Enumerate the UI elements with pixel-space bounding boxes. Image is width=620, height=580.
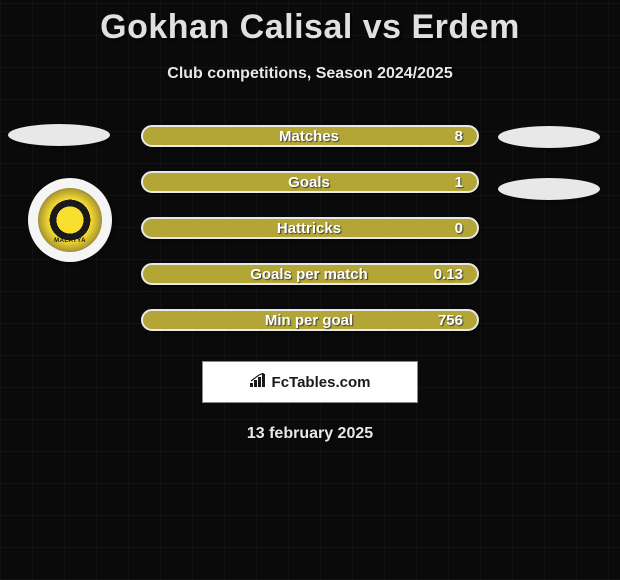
date-footer: 13 february 2025 xyxy=(0,425,620,443)
player-marker-left xyxy=(8,124,110,146)
player-marker-right-2 xyxy=(498,178,600,200)
branding-box: FcTables.com xyxy=(202,361,418,403)
club-badge: MALATYA xyxy=(28,178,112,262)
page-title: Gokhan Calisal vs Erdem xyxy=(0,0,620,47)
stat-label: Min per goal xyxy=(187,312,431,329)
stat-value: 8 xyxy=(431,128,463,145)
player-marker-right-1 xyxy=(498,126,600,148)
stat-label: Matches xyxy=(187,128,431,145)
stat-label: Hattricks xyxy=(187,220,431,237)
club-badge-text: MALATYA xyxy=(54,238,86,244)
stat-label: Goals xyxy=(187,174,431,191)
club-badge-emblem: MALATYA xyxy=(38,188,102,252)
stat-label: Goals per match xyxy=(187,266,431,283)
stat-value: 0.13 xyxy=(431,266,463,283)
stat-bar: Matches8 xyxy=(141,125,479,147)
stat-bar: Goals per match0.13 xyxy=(141,263,479,285)
chart-icon xyxy=(250,373,268,392)
stat-value: 1 xyxy=(431,174,463,191)
subtitle: Club competitions, Season 2024/2025 xyxy=(0,65,620,83)
stat-value: 0 xyxy=(431,220,463,237)
stat-bar: Hattricks0 xyxy=(141,217,479,239)
stat-bar: Min per goal756 xyxy=(141,309,479,331)
stat-value: 756 xyxy=(431,312,463,329)
branding-text: FcTables.com xyxy=(272,374,371,391)
stat-bar: Goals1 xyxy=(141,171,479,193)
